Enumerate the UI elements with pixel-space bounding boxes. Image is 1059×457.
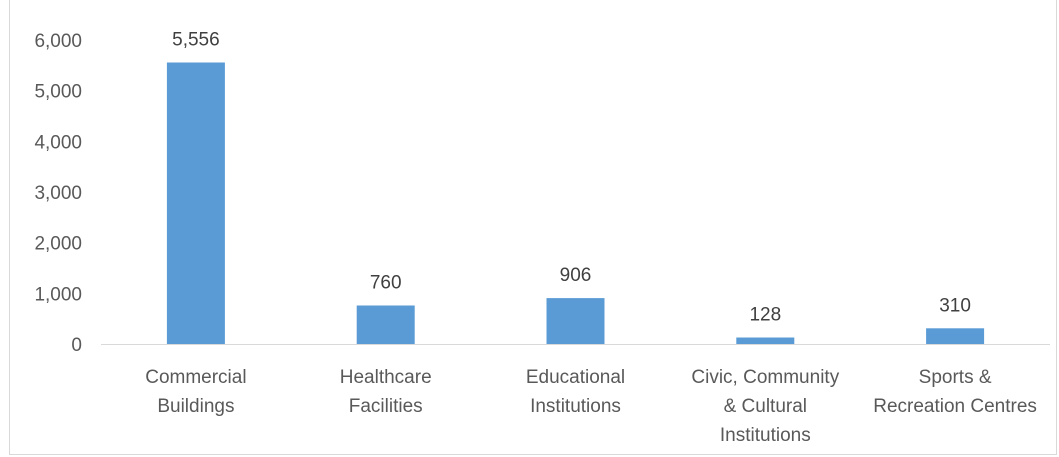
y-tick-label: 1,000 [34, 284, 82, 305]
x-tick-label: Civic, Community & Cultural Institutions [691, 367, 839, 446]
x-tick-label-line: Recreation Centres [873, 396, 1037, 417]
x-tick-label-line: Institutions [720, 425, 811, 446]
y-tick-label: 4,000 [34, 132, 82, 153]
x-tick-label: Healthcare Facilities [340, 367, 432, 417]
data-label: 906 [560, 265, 592, 286]
y-tick-label: 0 [71, 335, 82, 356]
x-tick-label: Commercial Buildings [145, 367, 246, 417]
x-tick-label-line: Buildings [157, 396, 234, 417]
y-tick-label: 5,000 [34, 82, 82, 103]
data-labels: 5,556 760 906 128 310 [172, 29, 971, 325]
data-label: 310 [939, 295, 971, 316]
x-tick-label-line: Institutions [530, 396, 621, 417]
bar [546, 298, 605, 344]
x-tick-label-line: Healthcare [340, 367, 432, 388]
x-tick-label-line: & Cultural [724, 396, 807, 417]
x-tick-label-line: Sports & [919, 367, 992, 388]
x-tick-label: Educational Institutions [526, 367, 625, 417]
y-tick-label: 3,000 [34, 183, 82, 204]
data-label: 760 [370, 272, 402, 293]
y-tick-label: 6,000 [34, 31, 82, 52]
y-tick-label: 2,000 [34, 234, 82, 255]
data-label: 128 [749, 305, 781, 326]
x-axis: Commercial Buildings Healthcare Facilities E… [101, 344, 1050, 446]
bar [736, 337, 795, 344]
bar [356, 305, 415, 344]
data-label: 5,556 [172, 29, 220, 50]
x-tick-label-line: Facilities [349, 396, 423, 417]
bar [166, 62, 225, 344]
x-tick-label-line: Civic, Community [691, 367, 839, 388]
y-axis: 0 1,000 2,000 3,000 4,000 5,000 6,000 [34, 31, 82, 356]
x-tick-label-line: Educational [526, 367, 625, 388]
bars [166, 62, 985, 344]
x-tick-label: Sports & Recreation Centres [873, 367, 1037, 417]
bar [926, 328, 985, 344]
x-tick-label-line: Commercial [145, 367, 246, 388]
